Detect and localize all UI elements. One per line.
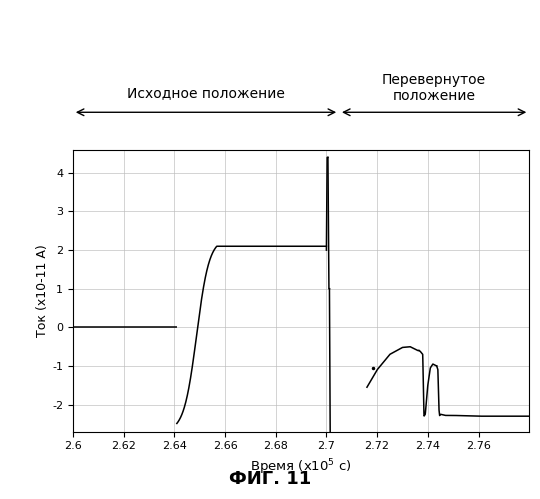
Text: Перевернутое
положение: Перевернутое положение: [382, 73, 486, 103]
Y-axis label: Ток (х10-11 А): Ток (х10-11 А): [36, 245, 49, 337]
Text: ФИГ. 11: ФИГ. 11: [229, 470, 311, 488]
X-axis label: Время (х10$^5$ с): Время (х10$^5$ с): [250, 457, 352, 477]
Text: Исходное положение: Исходное положение: [127, 86, 285, 100]
